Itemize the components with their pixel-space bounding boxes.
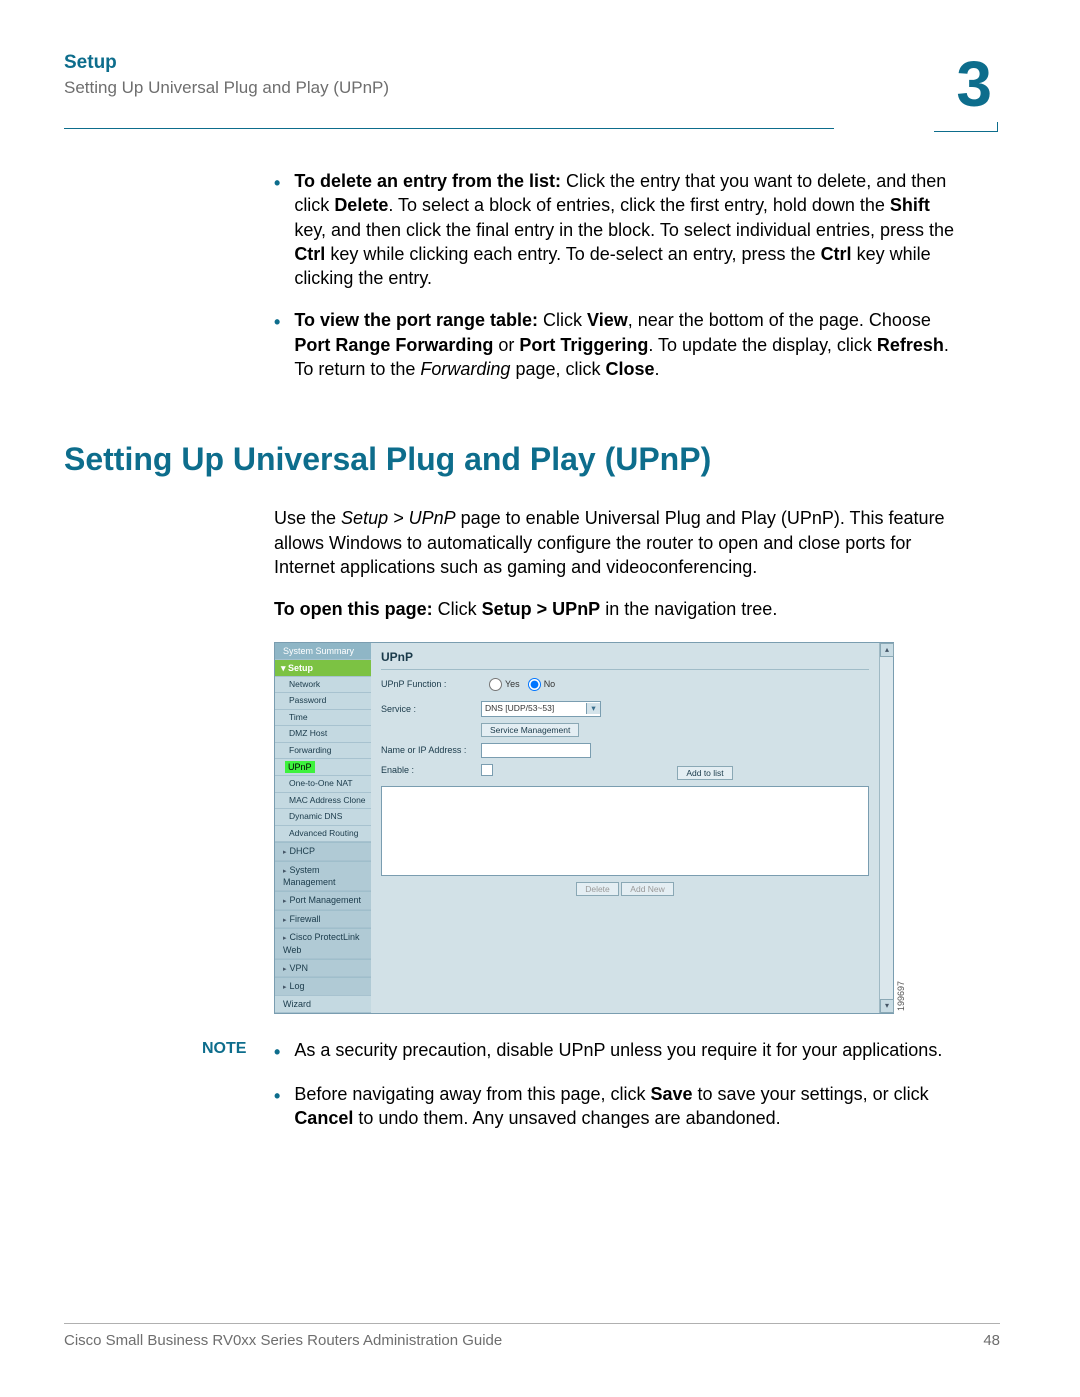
sidebar-item-mac-clone[interactable]: MAC Address Clone xyxy=(275,793,371,809)
page-number: 48 xyxy=(983,1332,1000,1349)
chapter-number: 3 xyxy=(956,52,1000,116)
bullet-dot-icon: • xyxy=(274,1084,280,1131)
upnp-no-radio[interactable] xyxy=(528,678,541,691)
figure-title: UPnP xyxy=(381,649,869,670)
sidebar-cat-protectlink[interactable]: Cisco ProtectLink Web xyxy=(275,928,371,959)
sidebar-item-network[interactable]: Network xyxy=(275,677,371,693)
name-ip-label: Name or IP Address : xyxy=(381,744,481,756)
sidebar-item-password[interactable]: Password xyxy=(275,693,371,709)
sidebar-cat-port-management[interactable]: Port Management xyxy=(275,891,371,909)
open-page-paragraph: To open this page: Click Setup > UPnP in… xyxy=(274,597,964,621)
sidebar-cat-firewall[interactable]: Firewall xyxy=(275,910,371,928)
bullet-lead: To view the port range table: xyxy=(294,310,538,330)
upnp-yes-radio[interactable] xyxy=(489,678,502,691)
scroll-down-icon[interactable]: ▾ xyxy=(880,999,894,1013)
upnp-no-label: No xyxy=(544,678,556,690)
bullet-delete-entry: • To delete an entry from the list: Clic… xyxy=(274,169,964,290)
sidebar-item-upnp[interactable]: UPnP xyxy=(275,759,371,776)
sidebar-item-one-to-one-nat[interactable]: One-to-One NAT xyxy=(275,776,371,792)
service-management-button[interactable]: Service Management xyxy=(481,723,579,737)
upnp-yes-label: Yes xyxy=(505,678,520,690)
note-bullet-1: • As a security precaution, disable UPnP… xyxy=(274,1038,964,1064)
figure-code: 199697 xyxy=(895,981,907,1011)
header-setup-label: Setup xyxy=(64,52,389,74)
sidebar-cat-system-management[interactable]: System Management xyxy=(275,861,371,892)
page-footer: Cisco Small Business RV0xx Series Router… xyxy=(64,1323,1000,1349)
bullet-dot-icon: • xyxy=(274,171,280,290)
sidebar-cat-log[interactable]: Log xyxy=(275,977,371,995)
figure-scrollbar[interactable]: ▴ ▾ xyxy=(879,643,893,1013)
section-heading: Setting Up Universal Plug and Play (UPnP… xyxy=(64,441,1000,478)
enable-checkbox[interactable] xyxy=(481,764,493,776)
bullet-dot-icon: • xyxy=(274,1040,280,1064)
header-subtitle: Setting Up Universal Plug and Play (UPnP… xyxy=(64,78,389,98)
bullet-dot-icon: • xyxy=(274,310,280,381)
sidebar-item-setup[interactable]: ▾ Setup xyxy=(275,660,371,677)
sidebar-cat-vpn[interactable]: VPN xyxy=(275,959,371,977)
sidebar-item-dmz-host[interactable]: DMZ Host xyxy=(275,726,371,742)
upnp-screenshot-figure: ▴ ▾ System Summary ▾ Setup Network Passw… xyxy=(274,642,894,1014)
service-label: Service : xyxy=(381,703,481,715)
bullet-lead: To delete an entry from the list: xyxy=(294,171,561,191)
delete-button[interactable]: Delete xyxy=(576,882,619,896)
scroll-up-icon[interactable]: ▴ xyxy=(880,643,894,657)
sidebar-item-advanced-routing[interactable]: Advanced Routing xyxy=(275,826,371,842)
service-select[interactable]: DNS [UDP/53~53] ▾ xyxy=(481,701,601,717)
add-new-button[interactable]: Add New xyxy=(621,882,674,896)
sidebar-item-wizard[interactable]: Wizard xyxy=(275,996,371,1013)
intro-paragraph: Use the Setup > UPnP page to enable Univ… xyxy=(274,506,964,579)
footer-title: Cisco Small Business RV0xx Series Router… xyxy=(64,1332,502,1349)
figure-sidebar: System Summary ▾ Setup Network Password … xyxy=(275,643,371,1013)
enable-label: Enable : xyxy=(381,764,481,776)
sidebar-item-forwarding[interactable]: Forwarding xyxy=(275,743,371,759)
upnp-function-label: UPnP Function : xyxy=(381,678,481,690)
note-bullet-2: • Before navigating away from this page,… xyxy=(274,1082,964,1131)
page-header: Setup Setting Up Universal Plug and Play… xyxy=(64,52,1000,116)
sidebar-cat-dhcp[interactable]: DHCP xyxy=(275,842,371,860)
header-rule xyxy=(64,128,834,129)
note-label: NOTE xyxy=(202,1038,246,1060)
chapter-rule-box xyxy=(934,122,998,132)
upnp-listbox[interactable] xyxy=(381,786,869,876)
bullet-view-port-range: • To view the port range table: Click Vi… xyxy=(274,308,964,381)
sidebar-item-time[interactable]: Time xyxy=(275,710,371,726)
chevron-down-icon: ▾ xyxy=(586,703,600,714)
add-to-list-button[interactable]: Add to list xyxy=(677,766,732,780)
sidebar-item-dynamic-dns[interactable]: Dynamic DNS xyxy=(275,809,371,825)
name-ip-input[interactable] xyxy=(481,743,591,758)
figure-main-panel: UPnP UPnP Function : Yes No Service : DN… xyxy=(371,643,879,1013)
sidebar-item-system-summary[interactable]: System Summary xyxy=(275,643,371,660)
